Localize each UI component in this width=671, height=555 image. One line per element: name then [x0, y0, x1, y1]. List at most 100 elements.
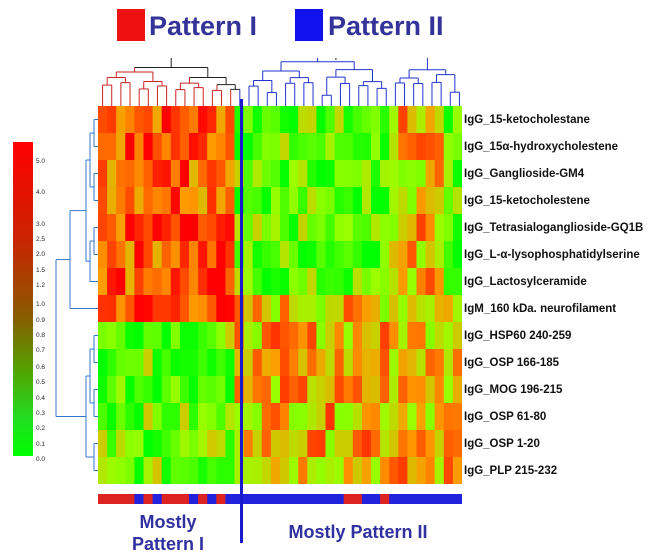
row-label: IgG_15α-hydroxycholestene: [464, 140, 619, 153]
heatmap-cell: [134, 214, 144, 242]
heatmap-cell: [134, 241, 144, 269]
heatmap-cell: [170, 349, 181, 377]
heatmap-cell: [434, 403, 445, 431]
color-key-tick: 0.2: [36, 425, 46, 433]
heatmap-cell: [143, 376, 154, 404]
heatmap-cell: [298, 430, 308, 458]
heatmap-cell: [389, 430, 399, 458]
heatmap-cell: [125, 214, 135, 242]
heatmap-cell: [416, 457, 427, 484]
heatmap-cell: [452, 457, 462, 484]
heatmap-cell: [161, 106, 172, 134]
heatmap-cell: [371, 268, 381, 296]
heatmap-cell: [307, 268, 317, 296]
heatmap-cell: [343, 187, 354, 215]
heatmap-cell: [125, 349, 135, 377]
heatmap-cell: [343, 349, 354, 377]
heatmap-cell: [316, 322, 326, 350]
heatmap-cell: [325, 160, 336, 188]
heatmap-cell: [298, 403, 308, 431]
color-key-tick: 0.5: [36, 379, 46, 387]
pattern-bar-cell: [225, 494, 235, 504]
heatmap-cell: [143, 457, 154, 484]
row-dendrogram: [55, 119, 98, 471]
heatmap-cell: [125, 160, 135, 188]
heatmap-cell: [416, 376, 427, 404]
heatmap-cell: [325, 295, 336, 323]
heatmap-cell: [261, 160, 272, 188]
heatmap-cell: [443, 457, 454, 484]
heatmap-cell: [416, 295, 427, 323]
heatmap-cell: [416, 160, 427, 188]
heatmap-cell: [252, 457, 263, 484]
heatmap-cell: [371, 349, 381, 377]
heatmap-cell: [407, 295, 417, 323]
heatmap-cell: [207, 457, 217, 484]
heatmap-cell: [443, 349, 454, 377]
heatmap-cell: [380, 295, 390, 323]
heatmap-cell: [307, 322, 317, 350]
heatmap-cell: [389, 295, 399, 323]
heatmap-cell: [170, 241, 181, 269]
heatmap-cell: [443, 295, 454, 323]
heatmap-cell: [143, 349, 154, 377]
heatmap-cell: [425, 349, 436, 377]
heatmap-cell: [380, 187, 390, 215]
heatmap-cell: [170, 322, 181, 350]
heatmap-cell: [189, 295, 199, 323]
pattern-bar-cell: [307, 494, 317, 504]
heatmap-cell: [416, 241, 427, 269]
row-label: IgG_15-ketocholestane: [464, 113, 590, 126]
heatmap-cell: [343, 160, 354, 188]
heatmap-cell: [434, 160, 445, 188]
heatmap-cell: [407, 322, 417, 350]
heatmap-cell: [407, 160, 417, 188]
heatmap-cell: [243, 160, 254, 188]
heatmap-cell: [198, 430, 208, 458]
heatmap-cell: [125, 295, 135, 323]
pattern-bar-cell: [107, 494, 117, 504]
heatmap-cell: [443, 160, 454, 188]
heatmap-cell: [161, 403, 172, 431]
heatmap-cell: [179, 187, 190, 215]
heatmap-cell: [452, 241, 462, 269]
legend: Pattern I Pattern II: [0, 0, 671, 50]
color-key-tick: 5.0: [36, 158, 46, 165]
heatmap-cell: [252, 376, 263, 404]
heatmap-cell: [280, 133, 290, 161]
heatmap-cell: [243, 349, 254, 377]
heatmap-cell: [216, 403, 226, 431]
pattern-bar-cell: [143, 494, 154, 504]
color-key-tick: 0.3: [36, 410, 46, 418]
heatmap-cell: [107, 322, 117, 350]
heatmap-cell: [280, 322, 290, 350]
heatmap-cell: [143, 106, 154, 134]
heatmap-cell: [407, 430, 417, 458]
color-key-bar: [13, 142, 33, 456]
heatmap-cell: [107, 295, 117, 323]
heatmap-cell: [170, 403, 181, 431]
heatmap-cell: [179, 160, 190, 188]
heatmap-cell: [189, 457, 199, 484]
color-key-tick: 3.0: [36, 220, 46, 228]
heatmap-cell: [280, 106, 290, 134]
heatmap-cell: [152, 214, 163, 242]
heatmap-cell: [280, 268, 290, 296]
heatmap-cell: [261, 430, 272, 458]
heatmap-cell: [216, 187, 226, 215]
heatmap-cell: [252, 268, 263, 296]
heatmap-cell: [261, 349, 272, 377]
heatmap-cell: [298, 160, 308, 188]
heatmap-cell: [134, 187, 144, 215]
heatmap-cell: [289, 106, 299, 134]
heatmap-cell: [361, 376, 372, 404]
heatmap-cell: [125, 106, 135, 134]
heatmap-cell: [352, 403, 363, 431]
heatmap-cell: [425, 430, 436, 458]
heatmap-cell: [189, 160, 199, 188]
heatmap-cell: [98, 322, 108, 350]
heatmap-cell: [98, 376, 108, 404]
heatmap-cell: [307, 349, 317, 377]
heatmap-cell: [389, 106, 399, 134]
heatmap-cell: [107, 160, 117, 188]
